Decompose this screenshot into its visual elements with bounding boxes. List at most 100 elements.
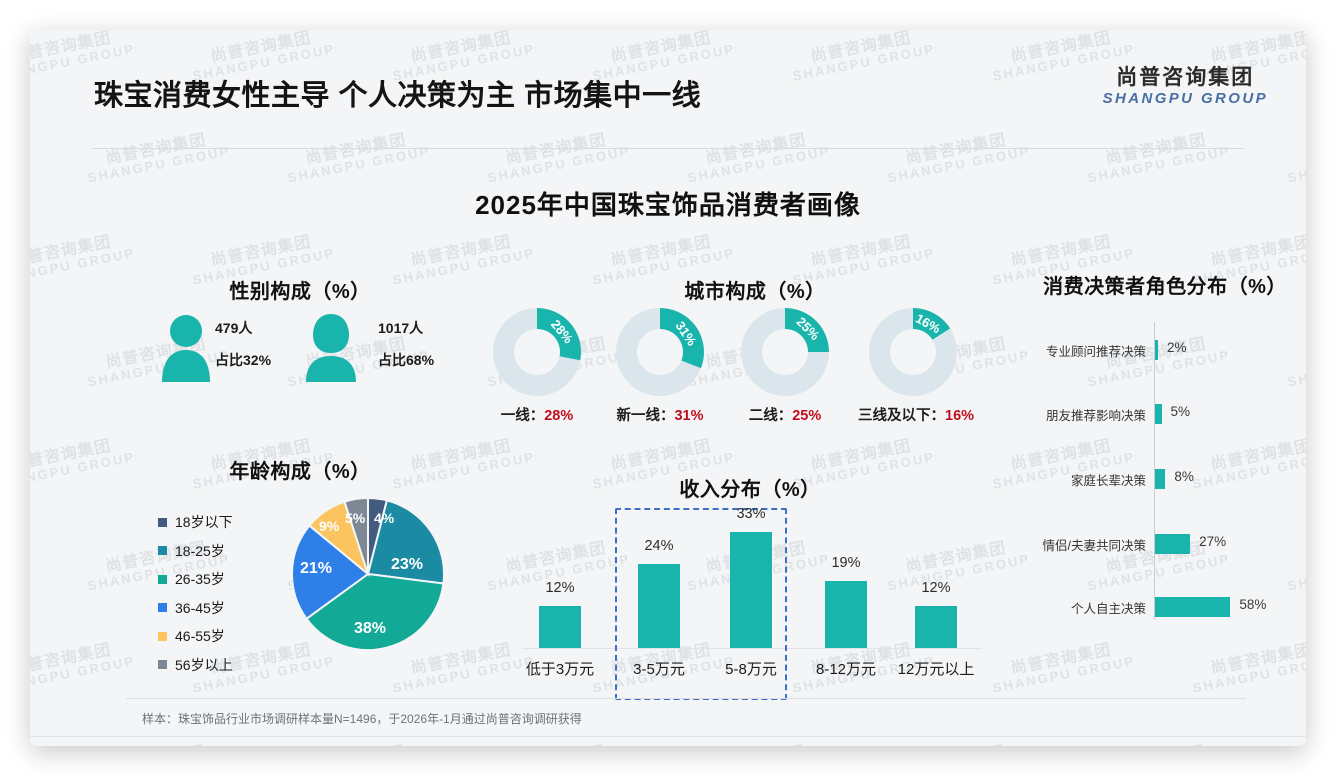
age-legend: 18岁以下 18-25岁 26-35岁 36-45岁 46-55岁 56岁以上 <box>158 508 233 679</box>
donut-caption: 二线：25% <box>730 404 840 425</box>
donut-hole <box>890 329 936 375</box>
city-section-title: 城市构成（%） <box>684 281 826 303</box>
age-legend-item: 18岁以下 <box>158 508 233 537</box>
donut-caption-value: 25% <box>792 408 822 424</box>
age-legend-item: 46-55岁 <box>158 622 233 651</box>
income-value-label: 24% <box>644 537 674 554</box>
city-donut-二线: 25% 二线：25% <box>730 308 840 425</box>
decision-bar <box>1155 534 1191 554</box>
income-category-label: 低于3万元 <box>525 661 595 678</box>
infographic-card: 尚普咨询集团 SHANGPU GROUP 尚普咨询集团 SHANGPU GROUP 尚普… <box>30 30 1306 746</box>
income-value-label: 33% <box>736 506 766 522</box>
income-category-label: 3-5万元 <box>633 661 685 678</box>
legend-swatch <box>158 631 167 641</box>
donut-caption-value: 31% <box>674 408 704 424</box>
donut-ring: 31% <box>616 308 704 396</box>
female-icon <box>302 312 360 387</box>
decision-value-label: 27% <box>1199 534 1227 549</box>
age-section-title: 年龄构成（%） <box>229 461 371 483</box>
donut-ring: 28% <box>493 308 581 396</box>
chart-subtitle: 2025年中国珠宝饰品消费者画像 <box>475 190 861 220</box>
footer-divider <box>30 736 1306 737</box>
donut-hole <box>762 329 808 375</box>
logo-chinese: 尚普咨询集团 <box>1116 66 1255 89</box>
decision-row: 个人自主决策 58% <box>1020 593 1306 621</box>
income-bar <box>825 581 867 648</box>
income-section-title: 收入分布（%） <box>679 479 821 501</box>
decision-label: 个人自主决策 <box>1070 602 1146 616</box>
gender-count: 1017人 <box>378 320 424 336</box>
pie-slice <box>291 524 370 621</box>
decision-label: 专业顾问推荐决策 <box>1045 345 1146 359</box>
decision-bar <box>1155 597 1231 617</box>
donut-caption-value: 28% <box>544 408 574 424</box>
sample-note: 样本：珠宝饰品行业市场调研样本量N=1496，于2026年-1月通过尚普咨询调研… <box>142 712 582 726</box>
income-baseline <box>522 648 982 649</box>
city-donut-三线及以下: 16% 三线及以下：16% <box>858 308 974 425</box>
gender-share: 占比32% <box>215 352 272 368</box>
income-value-label: 19% <box>831 555 861 572</box>
decision-bar <box>1155 340 1158 360</box>
decision-section-title: 消费决策者角色分布（%） <box>1043 276 1287 298</box>
decision-value-label: 58% <box>1239 597 1267 612</box>
decision-value-label: 2% <box>1167 340 1187 355</box>
age-pie-chart: 4% 23% 38% 21% 9% 5% <box>291 496 445 651</box>
donut-caption-name: 二线： <box>748 408 793 424</box>
gender-share: 占比68% <box>378 352 435 368</box>
decision-axis-line <box>1154 322 1155 620</box>
pie-slice-label: 5% <box>345 510 366 526</box>
age-legend-item: 56岁以上 <box>158 651 233 680</box>
city-donut-新一线: 31% 新一线：31% <box>605 308 715 425</box>
legend-swatch <box>158 546 167 556</box>
donut-caption: 三线及以下：16% <box>858 404 974 425</box>
donut-hole <box>514 329 560 375</box>
age-legend-item: 26-35岁 <box>158 565 233 594</box>
decision-row: 情侣/夫妻共同决策 27% <box>1020 530 1306 558</box>
decision-value-label: 8% <box>1174 469 1194 484</box>
decision-label: 情侣/夫妻共同决策 <box>1042 539 1146 553</box>
page-title: 珠宝消费女性主导 个人决策为主 市场集中一线 <box>94 80 702 112</box>
donut-caption: 新一线：31% <box>605 404 715 425</box>
city-donut-一线: 28% 一线：28% <box>482 308 592 425</box>
income-value-label: 12% <box>921 579 951 596</box>
income-bar <box>915 605 957 648</box>
age-legend-label: 36-45岁 <box>175 599 225 616</box>
note-divider <box>126 698 1246 699</box>
pie-slice-label: 21% <box>300 560 333 577</box>
age-legend-label: 18岁以下 <box>175 514 233 531</box>
income-bar <box>539 605 581 648</box>
donut-caption-name: 三线及以下： <box>858 408 945 424</box>
donut-caption-value: 16% <box>945 408 975 424</box>
legend-swatch <box>158 517 167 527</box>
age-legend-label: 18-25岁 <box>175 542 225 559</box>
decision-value-label: 5% <box>1170 404 1191 419</box>
gender-count: 479人 <box>215 320 253 336</box>
legend-swatch <box>158 660 167 670</box>
decision-label: 朋友推荐影响决策 <box>1045 409 1146 423</box>
age-legend-label: 26-35岁 <box>175 571 225 588</box>
pie-slice <box>305 572 445 651</box>
income-category-label: 8-12万元 <box>815 661 877 678</box>
decision-bar <box>1155 404 1162 424</box>
decision-row: 家庭长辈决策 8% <box>1020 465 1306 493</box>
income-category-label: 5-8万元 <box>725 661 777 678</box>
logo-english: SHANGPU GROUP <box>1102 90 1268 108</box>
income-highlight-box <box>615 508 787 700</box>
income-category-label: 12万元以上 <box>897 661 975 678</box>
donut-ring: 25% <box>741 308 829 396</box>
income-bar <box>638 563 680 648</box>
income-bar <box>730 532 772 648</box>
age-legend-label: 46-55岁 <box>175 628 225 645</box>
decision-row: 专业顾问推荐决策 2% <box>1020 336 1306 364</box>
donut-caption: 一线：28% <box>482 404 592 425</box>
pie-slice-label: 38% <box>354 620 387 637</box>
pie-slice-label: 4% <box>374 510 395 526</box>
donut-caption-name: 一线： <box>500 408 545 424</box>
gender-section-title: 性别构成（%） <box>229 281 371 303</box>
header-divider <box>92 148 1244 149</box>
pie-slice <box>366 499 445 585</box>
age-legend-item: 36-45岁 <box>158 594 233 623</box>
donut-ring: 16% <box>869 308 957 396</box>
legend-swatch <box>158 574 167 584</box>
donut-hole <box>637 329 683 375</box>
